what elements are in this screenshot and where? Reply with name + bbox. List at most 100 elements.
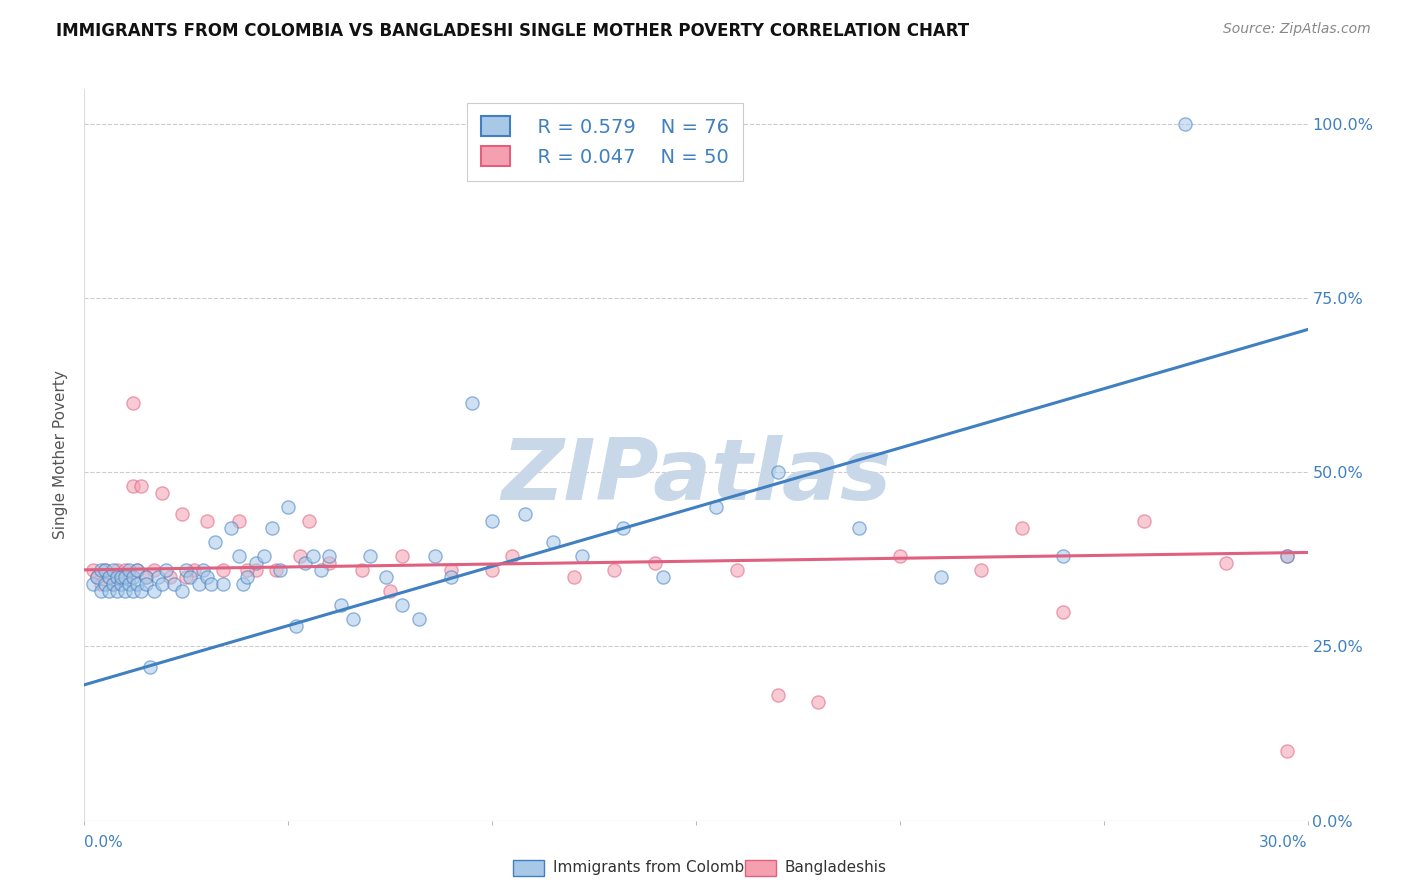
Text: ZIPatlas: ZIPatlas [501, 435, 891, 518]
Point [176, 570, 198, 584]
Point [260, 521, 283, 535]
Point [118, 576, 141, 591]
Point [212, 576, 235, 591]
Point [440, 570, 463, 584]
Point [127, 576, 149, 591]
Point [342, 612, 364, 626]
Point [105, 570, 128, 584]
Point [122, 479, 145, 493]
Point [330, 598, 353, 612]
Point [612, 521, 634, 535]
Point [118, 570, 141, 584]
Point [502, 549, 524, 563]
Point [105, 583, 128, 598]
Point [298, 514, 321, 528]
Point [138, 660, 160, 674]
Point [110, 570, 132, 584]
Point [807, 695, 830, 709]
Point [97, 570, 120, 584]
Point [644, 556, 666, 570]
Point [970, 563, 993, 577]
Point [513, 507, 536, 521]
Text: 30.0%: 30.0% [1260, 836, 1308, 850]
Point [543, 535, 565, 549]
Point [236, 563, 259, 577]
Point [212, 563, 235, 577]
Point [86, 570, 108, 584]
Point [176, 563, 198, 577]
Point [350, 563, 373, 577]
Point [90, 563, 112, 577]
Point [1052, 605, 1074, 619]
Point [142, 583, 165, 598]
Point [114, 563, 136, 577]
Point [131, 479, 153, 493]
Point [245, 563, 267, 577]
Point [101, 576, 124, 591]
Point [155, 563, 177, 577]
Point [90, 583, 112, 598]
Point [1215, 556, 1237, 570]
Point [245, 556, 267, 570]
Point [1011, 521, 1033, 535]
Point [269, 563, 291, 577]
Point [93, 576, 117, 591]
Point [179, 570, 201, 584]
Point [1174, 117, 1197, 131]
Point [652, 570, 675, 584]
Point [481, 514, 503, 528]
Point [172, 583, 194, 598]
Point [285, 618, 308, 632]
Point [375, 570, 398, 584]
Text: Source: ZipAtlas.com: Source: ZipAtlas.com [1223, 22, 1371, 37]
Point [187, 576, 209, 591]
Point [301, 549, 323, 563]
Point [122, 395, 145, 409]
Point [110, 570, 132, 584]
Point [706, 500, 728, 515]
Point [97, 583, 120, 598]
Point [122, 570, 145, 584]
Point [1277, 549, 1299, 563]
Point [101, 563, 124, 577]
Legend:   R = 0.579    N = 76,   R = 0.047    N = 50: R = 0.579 N = 76, R = 0.047 N = 50 [467, 103, 744, 180]
Point [889, 549, 911, 563]
Point [195, 570, 218, 584]
Point [127, 563, 149, 577]
Point [195, 514, 218, 528]
Text: Bangladeshis: Bangladeshis [785, 860, 887, 874]
Point [118, 563, 141, 577]
Point [309, 563, 332, 577]
Point [725, 563, 748, 577]
Point [105, 563, 128, 577]
Point [481, 563, 503, 577]
Point [131, 583, 153, 598]
Point [204, 535, 226, 549]
Point [159, 570, 181, 584]
Point [228, 514, 250, 528]
Point [391, 549, 413, 563]
Point [150, 486, 173, 500]
Text: IMMIGRANTS FROM COLOMBIA VS BANGLADESHI SINGLE MOTHER POVERTY CORRELATION CHART: IMMIGRANTS FROM COLOMBIA VS BANGLADESHI … [56, 22, 969, 40]
Point [848, 521, 870, 535]
Point [766, 466, 789, 480]
Point [232, 576, 254, 591]
Point [1277, 744, 1299, 758]
Point [423, 549, 446, 563]
Point [264, 563, 287, 577]
Point [766, 688, 789, 702]
Text: Immigrants from Colombia: Immigrants from Colombia [553, 860, 758, 874]
Point [461, 395, 484, 409]
Point [146, 570, 169, 584]
Point [200, 576, 222, 591]
Point [82, 563, 104, 577]
Point [90, 576, 112, 591]
Point [562, 570, 585, 584]
Point [135, 570, 157, 584]
Text: 0.0%: 0.0% [84, 836, 124, 850]
Point [163, 576, 186, 591]
Point [294, 556, 316, 570]
Point [236, 570, 259, 584]
Point [228, 549, 250, 563]
Point [318, 549, 340, 563]
